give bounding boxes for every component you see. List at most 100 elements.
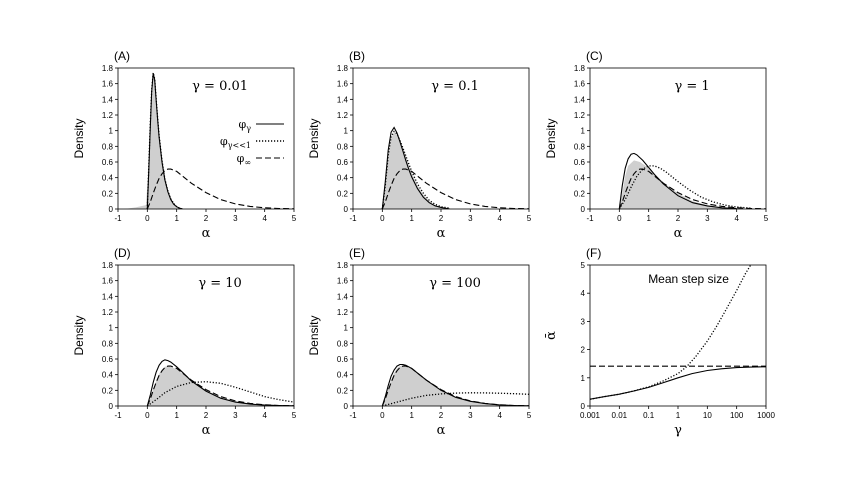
y-tick-label: 1.8 xyxy=(337,64,349,73)
y-tick-label: 1 xyxy=(109,127,114,136)
y-tick-label: 3 xyxy=(581,317,586,326)
y-tick-label: 1.2 xyxy=(574,111,586,120)
x-axis-label: α xyxy=(202,423,211,438)
y-tick-label: 1.6 xyxy=(574,80,586,89)
x-tick-label: 0.1 xyxy=(643,411,655,420)
series-line-dotted xyxy=(381,130,450,209)
y-axis-label: Density xyxy=(307,315,321,355)
y-tick-label: 1.2 xyxy=(337,111,349,120)
y-axis-label: Density xyxy=(72,315,86,355)
x-tick-label: 3 xyxy=(233,214,238,223)
y-tick-label: 0 xyxy=(109,402,114,411)
panel-annotation: γ = 0.01 xyxy=(192,79,248,94)
x-tick-label: -1 xyxy=(114,411,122,420)
y-tick-label: 2 xyxy=(581,346,586,355)
x-tick-label: 1000 xyxy=(757,411,775,420)
x-tick-label: 0 xyxy=(380,214,385,223)
y-tick-label: 1 xyxy=(344,324,349,333)
y-tick-label: 1.2 xyxy=(102,308,114,317)
x-tick-label: -1 xyxy=(349,411,357,420)
series-line-dashed xyxy=(146,365,294,406)
panel-annotation: γ = 0.1 xyxy=(431,79,479,94)
y-tick-label: 4 xyxy=(581,289,586,298)
legend: φγ φγ<<1 φ∞ xyxy=(220,118,284,167)
legend-label: φγ xyxy=(239,118,252,133)
x-tick-label: 0 xyxy=(380,411,385,420)
x-tick-label: 5 xyxy=(292,411,297,420)
panel-label: (B) xyxy=(349,49,365,63)
series-line-solid xyxy=(618,152,737,209)
y-tick-label: 0.4 xyxy=(574,174,586,183)
series-line-solid xyxy=(590,366,766,400)
plot-area xyxy=(146,359,294,406)
y-tick-label: 1.4 xyxy=(337,95,349,104)
series-line-dotted xyxy=(382,392,529,406)
y-tick-label: 1.4 xyxy=(102,292,114,301)
y-tick-label: 0 xyxy=(344,205,349,214)
y-tick-label: 0.6 xyxy=(102,355,114,364)
shaded-area xyxy=(147,366,294,406)
y-axis-label: ᾱ xyxy=(544,331,559,340)
panel-e: -1 0 1 2 3 4 500.20.40.60.811.21.41.61.8(E)αDe… xyxy=(307,246,532,438)
y-tick-label: 0.4 xyxy=(337,174,349,183)
panel-c: -1 0 1 2 3 4 500.20.40.60.811.21.41.61.8(C)αDe… xyxy=(544,49,769,241)
y-tick-label: 0.2 xyxy=(337,189,349,198)
plot-area xyxy=(123,72,294,209)
x-axis-label: α xyxy=(437,423,446,438)
series-line-solid xyxy=(146,359,294,406)
x-tick-label: -1 xyxy=(349,214,357,223)
x-tick-label: 2 xyxy=(204,214,209,223)
panel-annotation: γ = 1 xyxy=(674,79,709,94)
x-tick-label: 2 xyxy=(439,214,444,223)
y-tick-label: 1.8 xyxy=(337,261,349,270)
y-axis-label: Density xyxy=(307,118,321,158)
panel-label: (A) xyxy=(114,49,130,63)
y-tick-label: 1 xyxy=(581,374,586,383)
x-tick-label: 2 xyxy=(204,411,209,420)
y-tick-label: 1.6 xyxy=(102,80,114,89)
y-tick-label: 0 xyxy=(344,402,349,411)
y-axis-label: Density xyxy=(544,118,558,158)
x-tick-label: 4 xyxy=(262,214,267,223)
shaded-area xyxy=(382,132,450,209)
y-tick-label: 1.2 xyxy=(337,308,349,317)
y-tick-label: 0.6 xyxy=(337,355,349,364)
x-tick-label: -1 xyxy=(586,214,594,223)
x-tick-label: 0 xyxy=(145,214,150,223)
x-tick-label: 4 xyxy=(497,214,502,223)
plot-area xyxy=(381,126,529,209)
shaded-area xyxy=(382,365,529,406)
plot-frame xyxy=(589,264,767,407)
y-tick-label: 0 xyxy=(109,205,114,214)
panel-annotation: γ = 10 xyxy=(198,276,241,291)
x-tick-label: 4 xyxy=(734,214,739,223)
y-tick-label: 0.4 xyxy=(102,371,114,380)
x-tick-label: 5 xyxy=(527,411,532,420)
y-tick-label: 0.2 xyxy=(574,189,586,198)
x-tick-label: 4 xyxy=(262,411,267,420)
x-tick-label: 3 xyxy=(705,214,710,223)
x-tick-label: 100 xyxy=(730,411,744,420)
x-tick-label: 0.001 xyxy=(580,411,601,420)
panel-a: -1 0 1 2 3 4 500.20.40.60.811.21.41.61.8(A)αDe… xyxy=(72,49,297,241)
y-tick-label: 1.8 xyxy=(574,64,586,73)
x-tick-label: 0 xyxy=(145,411,150,420)
y-tick-label: 0.8 xyxy=(337,142,349,151)
series-line-dashed xyxy=(381,365,529,406)
series-line-dotted xyxy=(146,381,294,406)
legend-label: φ∞ xyxy=(237,152,251,167)
x-tick-label: 4 xyxy=(497,411,502,420)
series-line-dotted xyxy=(590,265,752,400)
y-tick-label: 5 xyxy=(581,261,586,270)
y-tick-label: 0.6 xyxy=(337,158,349,167)
y-tick-label: 1 xyxy=(344,127,349,136)
y-tick-label: 1.4 xyxy=(574,95,586,104)
x-tick-label: 5 xyxy=(764,214,769,223)
x-tick-label: 1 xyxy=(174,214,179,223)
x-axis-label: α xyxy=(674,226,683,241)
x-tick-label: 1 xyxy=(676,411,681,420)
series-line-dotted xyxy=(146,72,183,209)
shaded-area xyxy=(123,74,180,209)
y-tick-label: 0 xyxy=(581,205,586,214)
